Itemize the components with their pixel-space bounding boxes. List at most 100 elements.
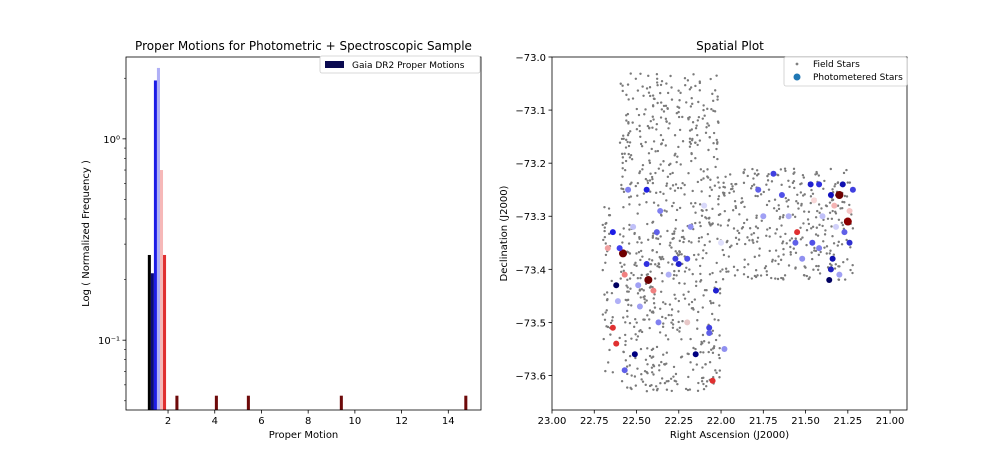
field-star-point [686, 388, 690, 392]
field-star-point [809, 201, 812, 205]
field-star-point [660, 377, 664, 380]
field-star-point [677, 89, 680, 92]
photometered-star-point [816, 181, 823, 188]
field-star-point [653, 277, 657, 280]
field-star-point [628, 156, 632, 159]
field-star-point [651, 221, 654, 224]
field-star-point [624, 298, 627, 302]
field-star-point [851, 263, 854, 267]
field-star-point [620, 265, 624, 268]
field-star-point [622, 316, 625, 319]
histogram-x-tick-label: 4 [212, 416, 218, 427]
field-star-point [679, 356, 683, 359]
field-star-point [841, 200, 844, 204]
field-star-point [629, 154, 633, 157]
field-star-point [715, 261, 718, 265]
field-star-point [665, 199, 668, 202]
field-star-point [687, 303, 691, 306]
field-star-point [636, 335, 640, 338]
field-star-point [718, 288, 722, 291]
field-star-point [630, 271, 633, 275]
field-star-point [657, 204, 660, 207]
field-star-point [796, 202, 800, 205]
field-star-point [639, 296, 642, 299]
field-star-point [776, 173, 779, 177]
photometered-star-point [826, 276, 833, 283]
field-star-point [634, 356, 637, 360]
photometered-star-point [684, 319, 691, 326]
field-star-point [666, 229, 669, 233]
field-star-point [659, 83, 663, 87]
field-star-point [660, 108, 664, 111]
field-star-point [782, 214, 785, 217]
field-star-point [662, 192, 665, 196]
field-star-point [608, 232, 611, 236]
field-star-point [814, 216, 818, 219]
field-star-point [651, 181, 655, 185]
photometered-star-point [672, 255, 679, 262]
field-star-point [669, 241, 672, 245]
field-star-point [609, 333, 612, 336]
field-star-point [824, 204, 828, 207]
field-star-point [648, 161, 652, 165]
field-star-point [644, 383, 647, 387]
field-star-point [640, 241, 643, 244]
field-star-point [703, 243, 706, 247]
scatter-x-tick-label: 21.50 [791, 416, 820, 427]
field-star-point [765, 273, 769, 277]
field-star-point [697, 253, 700, 256]
field-star-point [638, 124, 641, 128]
field-star-point [604, 222, 607, 226]
field-star-point [799, 226, 802, 229]
field-star-point [626, 372, 629, 376]
field-star-point [638, 236, 641, 239]
scatter-y-tick-label: −73.3 [515, 212, 546, 223]
field-star-point [751, 167, 754, 171]
field-star-point [628, 141, 632, 144]
field-star-point [698, 139, 702, 142]
field-star-point [665, 182, 669, 185]
field-star-point [633, 263, 636, 266]
field-star-point [752, 177, 755, 180]
field-star-point [604, 369, 607, 373]
field-star-point [629, 287, 632, 290]
photometered-star-point [709, 377, 716, 384]
field-star-point [718, 186, 721, 189]
field-star-point [687, 290, 690, 293]
field-star-point [658, 265, 661, 269]
field-star-point [815, 226, 819, 229]
field-star-point [792, 167, 796, 171]
photometered-star-point [631, 351, 638, 358]
field-star-point [625, 284, 628, 287]
field-star-point [688, 88, 692, 91]
field-star-point [664, 117, 668, 121]
field-star-point [630, 374, 633, 377]
field-star-point [650, 371, 654, 374]
field-star-point [644, 140, 647, 144]
field-star-point [709, 302, 713, 305]
field-star-point [707, 148, 710, 152]
field-star-point [698, 80, 701, 83]
photometered-star-point [613, 340, 620, 347]
field-star-point [654, 385, 658, 388]
field-star-point [682, 293, 685, 296]
field-star-point [620, 183, 623, 187]
field-star-point [610, 279, 613, 283]
field-star-point [698, 203, 702, 206]
field-star-point [659, 133, 663, 137]
field-star-point [638, 289, 642, 292]
histogram-x-tick-label: 6 [258, 416, 264, 427]
field-star-point [756, 226, 760, 230]
field-star-point [675, 112, 679, 115]
field-star-point [755, 174, 759, 177]
field-star-point [630, 387, 633, 391]
photometered-star-point [655, 319, 662, 326]
field-star-point [821, 224, 824, 228]
field-star-point [690, 128, 694, 131]
field-star-point [632, 273, 635, 277]
field-star-point [621, 167, 624, 170]
photometered-star-point [839, 181, 846, 188]
field-star-point [708, 194, 711, 198]
field-star-point [629, 130, 632, 133]
field-star-point [707, 124, 711, 127]
